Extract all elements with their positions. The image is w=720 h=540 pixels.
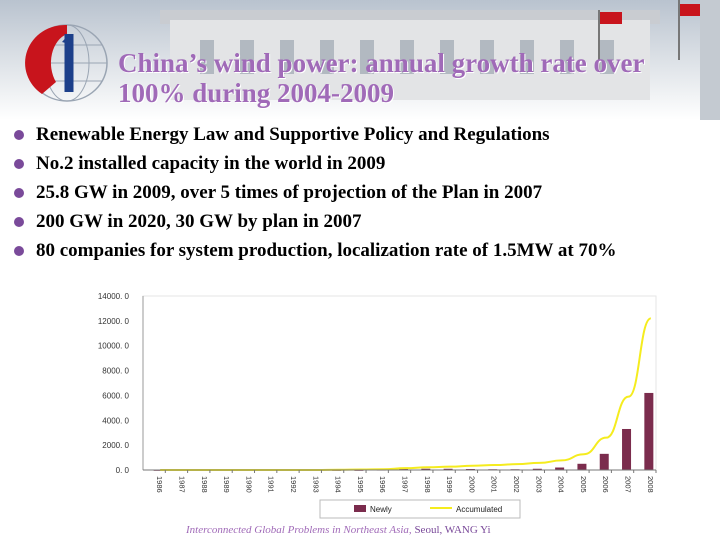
bar-newly: [599, 453, 609, 470]
y-tick-label: 6000. 0: [102, 391, 129, 400]
x-tick-label: 1991: [267, 476, 276, 493]
x-tick-label: 1999: [445, 476, 454, 493]
bar-newly: [443, 468, 453, 470]
bullet-item: 80 companies for system production, loca…: [14, 236, 714, 265]
x-tick-label: 1994: [334, 476, 343, 493]
x-tick-label: 1992: [289, 476, 298, 493]
x-tick-label: 1997: [401, 476, 410, 493]
building-window: [240, 40, 254, 74]
building-window: [360, 40, 374, 74]
x-tick-label: 1987: [177, 476, 186, 493]
x-tick-label: 2000: [467, 476, 476, 493]
plot-area: [142, 295, 657, 471]
x-tick-label: 1996: [378, 476, 387, 493]
building-window: [400, 40, 414, 74]
x-tick-label: 1993: [311, 476, 320, 493]
bar-newly: [421, 468, 431, 470]
bar-newly: [555, 467, 565, 470]
bar-newly: [577, 463, 587, 470]
x-tick-label: 1988: [200, 476, 209, 493]
flagpole: [598, 10, 600, 70]
footer-author-text: Seoul, WANG Yi: [411, 524, 491, 536]
y-tick-label: 2000. 0: [102, 441, 129, 450]
globe-logo-icon: [25, 24, 108, 102]
y-tick-label: 10000. 0: [98, 342, 130, 351]
footer-credit: Interconnected Global Problems in Northe…: [186, 524, 586, 536]
building-window: [280, 40, 294, 74]
x-tick-label: 2008: [646, 476, 655, 493]
bullet-list: Renewable Energy Law and Supportive Poli…: [14, 120, 714, 265]
round-bullet-icon: [14, 246, 24, 256]
flag: [680, 4, 702, 16]
flag: [600, 12, 622, 24]
y-tick-label: 8000. 0: [102, 367, 129, 376]
bullet-text: No.2 installed capacity in the world in …: [36, 153, 386, 174]
legend-newly-swatch: [354, 505, 366, 512]
x-tick-label: 2005: [579, 476, 588, 493]
bullet-text: 80 companies for system production, loca…: [36, 240, 617, 261]
round-bullet-icon: [14, 130, 24, 140]
building-window: [200, 40, 214, 74]
bar-newly: [644, 392, 654, 470]
x-tick-label: 2003: [534, 476, 543, 493]
bullet-item: No.2 installed capacity in the world in …: [14, 149, 714, 178]
bullet-item: 200 GW in 2020, 30 GW by plan in 2007: [14, 207, 714, 236]
x-tick-label: 2002: [512, 476, 521, 493]
building-window: [560, 40, 574, 74]
building-window: [320, 40, 334, 74]
x-tick-label: 1989: [222, 476, 231, 493]
building-window: [440, 40, 454, 74]
building-window: [520, 40, 534, 74]
x-tick-label: 1998: [423, 476, 432, 493]
bullet-text: 200 GW in 2020, 30 GW by plan in 2007: [36, 211, 362, 232]
wind-power-chart: 14000. 0 12000. 0 10000. 0 8000. 0 6000. 0 40…: [98, 292, 657, 519]
flagpole: [678, 0, 680, 60]
slide-title: China’s wind power: annual growth rate o…: [118, 48, 645, 108]
building-window: [600, 40, 614, 74]
bullet-item: Renewable Energy Law and Supportive Poli…: [14, 120, 714, 149]
round-bullet-icon: [14, 159, 24, 169]
building-window: [480, 40, 494, 74]
bar-newly: [532, 468, 542, 470]
bullet-text: 25.8 GW in 2009, over 5 times of project…: [36, 182, 543, 203]
y-tick-label: 14000. 0: [98, 292, 130, 301]
x-tick-label: 2004: [557, 476, 566, 493]
bullet-text: Renewable Energy Law and Supportive Poli…: [36, 124, 550, 145]
x-tick-label: 2007: [624, 476, 633, 493]
y-tick-label: 4000. 0: [102, 416, 129, 425]
bar-newly: [622, 428, 632, 470]
x-tick-label: 1995: [356, 476, 365, 493]
x-tick-label: 1986: [155, 476, 164, 493]
x-tick-label: 2001: [490, 476, 499, 493]
round-bullet-icon: [14, 188, 24, 198]
round-bullet-icon: [14, 217, 24, 227]
header-banner-photo: [0, 0, 720, 120]
bullet-item: 25.8 GW in 2009, over 5 times of project…: [14, 178, 714, 207]
footer-italic-text: Interconnected Global Problems in Northe…: [186, 524, 412, 536]
legend-accumulated-label: Accumulated: [456, 505, 502, 514]
y-tick-label: 0. 0: [116, 466, 130, 475]
legend-newly-label: Newly: [370, 505, 392, 514]
x-tick-label: 2006: [601, 476, 610, 493]
x-tick-label: 1990: [244, 476, 253, 493]
y-tick-label: 12000. 0: [98, 317, 130, 326]
legend-box: [319, 499, 521, 519]
building-tower: [700, 0, 720, 120]
